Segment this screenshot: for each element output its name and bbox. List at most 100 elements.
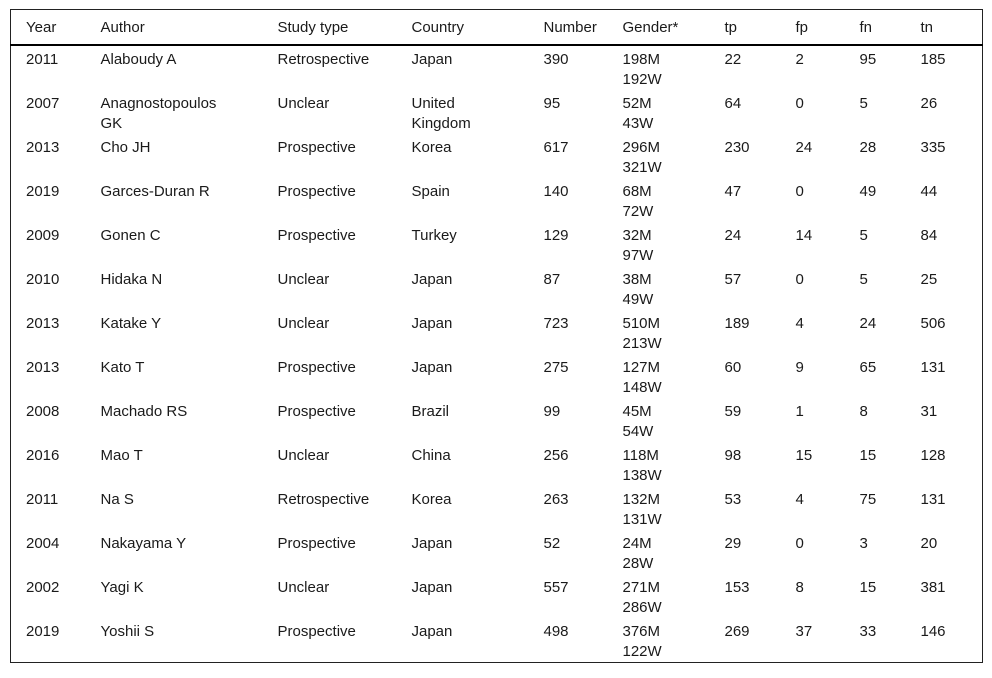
- cell-study_type: Unclear: [277, 271, 330, 288]
- column-header-study_type: Study type: [277, 9, 412, 46]
- cell-fp: 4: [795, 491, 804, 508]
- cell-country: Japan: [411, 315, 453, 332]
- cell-fn: 28: [859, 139, 877, 156]
- cell-fn: 49: [859, 183, 877, 200]
- cell-number: 140: [543, 183, 569, 200]
- cell-study_type: Prospective: [277, 403, 356, 420]
- cell-author: Nakayama Y: [100, 535, 187, 552]
- table-body: 2011 Alaboudy A Retrospective Japan 390 198M …: [11, 45, 983, 663]
- cell-study_type: Retrospective: [277, 491, 370, 508]
- table-row: 2007 Anagnostopoulos GK Unclear United King…: [11, 90, 983, 134]
- cell-author: Hidaka N: [100, 271, 163, 288]
- cell-tp: 153: [724, 579, 750, 596]
- cell-tp: 29: [724, 535, 742, 552]
- column-header-author: Author: [100, 9, 278, 46]
- cell-number: 99: [543, 403, 561, 420]
- cell-gender: 296M 321W: [622, 139, 662, 176]
- cell-study_type: Prospective: [277, 535, 356, 552]
- table-row: 2011 Alaboudy A Retrospective Japan 390 198M …: [11, 45, 983, 90]
- cell-fn: 5: [859, 227, 868, 244]
- cell-fn: 75: [859, 491, 877, 508]
- table-row: 2004 Nakayama Y Prospective Japan 52 24M 28W 2…: [11, 530, 983, 574]
- cell-study_type: Unclear: [277, 447, 330, 464]
- cell-study_type: Retrospective: [277, 51, 370, 68]
- cell-tp: 64: [724, 95, 742, 112]
- cell-fp: 8: [795, 579, 804, 596]
- cell-gender: 510M 213W: [622, 315, 662, 352]
- cell-fn: 95: [859, 51, 877, 68]
- cell-tn: 131: [920, 359, 946, 376]
- column-header-tp: tp: [724, 9, 796, 46]
- table-header-row: Year Author Study type Country Number Gender*…: [10, 9, 983, 46]
- cell-tn: 26: [920, 95, 938, 112]
- cell-study_type: Unclear: [277, 315, 330, 332]
- cell-year: 2013: [26, 139, 60, 156]
- cell-author: Na S: [100, 491, 134, 508]
- cell-number: 390: [543, 51, 569, 68]
- cell-gender: 376M 122W: [622, 623, 662, 660]
- cell-fp: 24: [795, 139, 813, 156]
- cell-fn: 65: [859, 359, 877, 376]
- cell-country: Korea: [411, 491, 452, 508]
- cell-country: Turkey: [411, 227, 457, 244]
- cell-tp: 53: [724, 491, 742, 508]
- cell-fp: 0: [795, 95, 804, 112]
- study-characteristics-table: Year Author Study type Country Number Gender*…: [10, 9, 983, 663]
- cell-fn: 5: [859, 95, 868, 112]
- cell-tn: 335: [920, 139, 946, 156]
- cell-study_type: Unclear: [277, 579, 330, 596]
- table-row: 2008 Machado RS Prospective Brazil 99 45M 54W…: [11, 398, 983, 442]
- cell-year: 2013: [26, 315, 60, 332]
- cell-study_type: Unclear: [277, 95, 330, 112]
- cell-tn: 20: [920, 535, 938, 552]
- cell-tn: 146: [920, 623, 946, 640]
- cell-tn: 84: [920, 227, 938, 244]
- cell-number: 498: [543, 623, 569, 640]
- cell-year: 2008: [26, 403, 60, 420]
- cell-gender: 38M 49W: [622, 271, 654, 308]
- cell-gender: 32M 97W: [622, 227, 654, 264]
- study-characteristics-table-container: Year Author Study type Country Number Gender*…: [10, 9, 983, 663]
- cell-author: Cho JH: [100, 139, 151, 156]
- cell-year: 2002: [26, 579, 60, 596]
- cell-tp: 47: [724, 183, 742, 200]
- cell-number: 557: [543, 579, 569, 596]
- cell-gender: 271M 286W: [622, 579, 662, 616]
- cell-tp: 57: [724, 271, 742, 288]
- cell-study_type: Prospective: [277, 227, 356, 244]
- cell-author: Kato T: [100, 359, 145, 376]
- cell-tp: 22: [724, 51, 742, 68]
- cell-tn: 25: [920, 271, 938, 288]
- cell-country: China: [411, 447, 451, 464]
- table-row: 2010 Hidaka N Unclear Japan 87 38M 49W 57 0 5 25: [11, 266, 983, 310]
- cell-tp: 59: [724, 403, 742, 420]
- cell-fp: 9: [795, 359, 804, 376]
- cell-fp: 37: [795, 623, 813, 640]
- cell-author: Machado RS: [100, 403, 188, 420]
- column-header-tn: tn: [920, 9, 983, 46]
- cell-fn: 15: [859, 579, 877, 596]
- column-header-number: Number: [543, 9, 623, 46]
- cell-fp: 14: [795, 227, 813, 244]
- cell-year: 2009: [26, 227, 60, 244]
- cell-study_type: Prospective: [277, 183, 356, 200]
- cell-country: United Kingdom: [411, 95, 471, 132]
- cell-tn: 128: [920, 447, 946, 464]
- cell-tp: 24: [724, 227, 742, 244]
- cell-country: Japan: [411, 359, 453, 376]
- cell-country: Brazil: [411, 403, 450, 420]
- cell-fn: 8: [859, 403, 868, 420]
- table-row: 2011 Na S Retrospective Korea 263 132M 131W 53…: [11, 486, 983, 530]
- cell-tp: 230: [724, 139, 750, 156]
- cell-gender: 52M 43W: [622, 95, 654, 132]
- cell-number: 52: [543, 535, 561, 552]
- cell-tp: 189: [724, 315, 750, 332]
- cell-gender: 45M 54W: [622, 403, 654, 440]
- cell-fp: 0: [795, 271, 804, 288]
- cell-number: 617: [543, 139, 569, 156]
- cell-fn: 3: [859, 535, 868, 552]
- cell-gender: 127M 148W: [622, 359, 662, 396]
- cell-author: Yoshii S: [100, 623, 155, 640]
- cell-tn: 31: [920, 403, 938, 420]
- cell-fn: 5: [859, 271, 868, 288]
